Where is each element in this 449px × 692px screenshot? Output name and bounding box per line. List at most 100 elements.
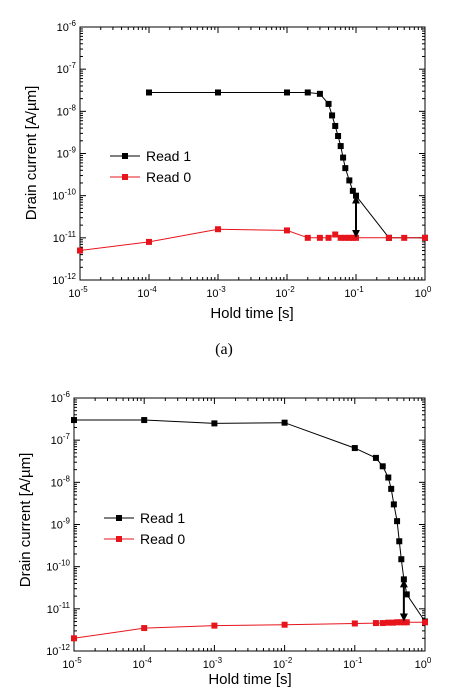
data-point [332,231,339,238]
data-point [390,501,397,508]
data-point [211,420,218,427]
data-point [400,576,407,583]
data-point [349,234,356,241]
x-tick-label: 10-4 [137,285,157,300]
legend: Read 1 Read 0 [110,148,191,185]
data-point [372,454,379,461]
data-point [403,619,410,626]
legend-marker [122,174,128,180]
x-tick-label: 10-5 [68,285,88,300]
y-tick-label: 10-6 [51,390,71,405]
chart-panel-b: 10-5 10-4 10-3 10-2 10-1 100 10-1210-1110-101… [17,390,432,688]
series-line-read-1 [74,419,426,622]
legend: Read 1 Read 0 [104,510,185,547]
data-point [422,619,428,626]
data-point [304,234,311,241]
plot-frame [79,26,426,281]
data-point [422,234,428,241]
y-axis-label: Drain current [A/µm] [23,86,40,221]
legend-marker [116,536,122,542]
data-point [346,234,353,241]
data-point [340,154,347,161]
data-point [281,419,288,426]
data-point [146,238,152,245]
data-point [337,143,344,150]
legend-marker [122,153,128,159]
chart-panel-a: 10-5 10-4 10-3 10-2 10-1 100 10-12 10-11 10-10 1… [23,19,432,358]
data-point [372,620,379,627]
x-tick-label: 10-2 [273,656,293,671]
y-tick-label: 10-7 [51,432,71,447]
y-axis-label: Drain current [A/µm] [17,453,34,588]
data-point [397,619,404,626]
data-point [394,518,401,525]
x-tick-label: 10-3 [203,656,223,671]
data-point [385,474,392,481]
data-point [353,234,359,241]
data-point [398,556,405,563]
data-point [281,621,288,628]
data-point [385,619,392,626]
y-tick-label: 10-10 [46,559,70,574]
y-tick-label: 10-7 [57,61,77,76]
legend-marker [116,515,122,521]
data-point [77,247,83,254]
x-tick-label: 10-1 [344,285,364,300]
data-point [141,417,148,424]
data-point [316,90,323,97]
x-axis-label: Hold time [s] [208,671,291,688]
plot-frame [73,397,426,652]
data-point [215,226,221,233]
figure-caption: (a) [215,341,233,358]
y-tick-label: 10-11 [53,230,77,245]
x-tick-label: 100 [415,285,432,300]
x-tick-labels: 10-5 10-4 10-3 10-2 10-1 100 [68,285,432,300]
y-tick-label: 10-12 [46,643,70,658]
data-point [353,192,359,199]
data-point [346,177,353,184]
data-point [337,234,344,241]
data-point [71,417,77,424]
x-tick-label: 10-4 [133,656,153,671]
data-point [335,133,342,140]
data-point [394,619,401,626]
data-point [389,619,396,626]
y-tick-labels: 10-12 10-11 10-10 10-9 10-8 10-7 10-6 [46,390,70,658]
data-point [388,485,395,492]
x-tick-label: 10-1 [343,656,363,671]
axis-ticks [79,26,426,281]
data-point [349,187,356,194]
y-tick-labels: 10-12 10-11 10-10 10-9 10-8 10-7 10-6 [52,19,76,287]
legend-label: Read 1 [146,148,191,164]
data-point [215,89,221,96]
x-tick-label: 10-2 [275,285,295,300]
y-tick-label: 10-10 [52,188,76,203]
data-point [351,620,358,627]
y-tick-label: 10-11 [47,601,71,616]
y-tick-label: 10-9 [57,146,77,161]
data-point [342,165,349,172]
data-point [332,122,339,129]
data-point [379,620,386,627]
data-point [316,234,323,241]
legend-label: Read 1 [140,510,185,526]
data-point [379,463,386,470]
x-tick-label: 10-3 [206,285,226,300]
y-tick-label: 10-6 [57,19,77,34]
y-tick-label: 10-9 [51,517,71,532]
data-point [304,89,311,96]
data-point [385,234,392,241]
data-point [284,227,290,234]
data-point [325,100,332,107]
data-point [141,625,148,632]
x-tick-labels: 10-5 10-4 10-3 10-2 10-1 100 [62,656,432,671]
y-tick-label: 10-12 [52,272,76,287]
data-point [329,112,336,119]
data-point [211,622,218,629]
data-point [401,234,408,241]
data-point [351,445,358,452]
data-point [284,89,290,96]
data-point [71,635,77,642]
axis-ticks [73,397,426,652]
